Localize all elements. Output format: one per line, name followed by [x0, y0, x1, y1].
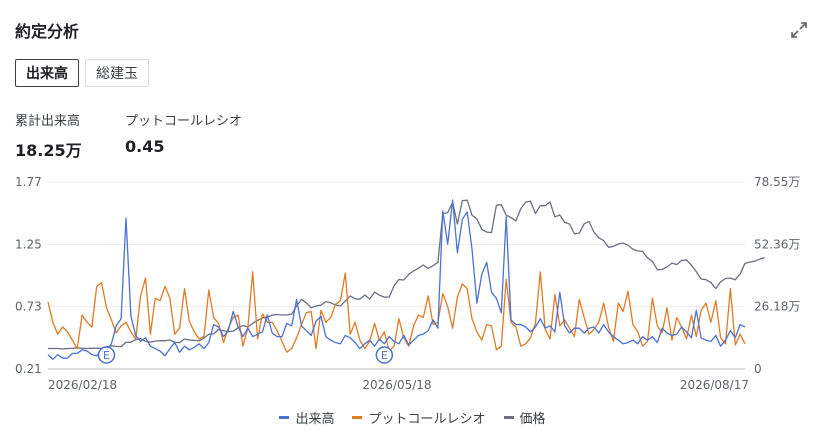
x-tick-label: 2026/08/17	[680, 378, 749, 392]
event-marker	[97, 346, 116, 364]
right-tick-label: 78.55万	[754, 175, 800, 189]
legend-label: 出来高	[295, 412, 335, 427]
legend-item[interactable]: 出来高	[279, 408, 334, 427]
expand-icon[interactable]	[788, 19, 810, 41]
cumulative-volume-label: 累計出来高	[15, 114, 81, 129]
x-tick-label: 2026/02/18	[48, 378, 117, 392]
left-tick-label: 1.77	[15, 175, 42, 189]
legend-label: 価格	[519, 412, 546, 427]
legend-item[interactable]: プットコールレシオ	[352, 408, 486, 427]
put-call-ratio-label: プットコールレシオ	[125, 114, 243, 129]
left-tick-label: 1.25	[15, 237, 42, 251]
legend-swatch	[352, 416, 363, 419]
left-tick-label: 0.73	[15, 300, 42, 314]
tab-volume[interactable]: 出来高	[15, 59, 79, 87]
legend-item[interactable]: 価格	[503, 408, 546, 427]
series-line-1	[47, 271, 746, 353]
tab-open-interest[interactable]: 総建玉	[85, 59, 149, 87]
legend-swatch	[279, 416, 290, 419]
cumulative-volume-value: 18.25万	[15, 141, 82, 160]
right-tick-label: 26.18万	[754, 300, 800, 314]
x-tick-label: 2026/05/18	[362, 378, 431, 392]
chart-legend: 出来高 プットコールレシオ 価格	[0, 408, 825, 427]
series-line-0	[47, 199, 746, 361]
event-marker	[375, 346, 394, 364]
legend-label: プットコールレシオ	[368, 412, 486, 427]
put-call-ratio-value: 0.45	[125, 137, 165, 156]
right-tick-label: 52.36万	[754, 237, 800, 251]
legend-swatch	[503, 416, 514, 419]
panel-title: 約定分析	[15, 22, 80, 41]
event-marker-label: E	[103, 349, 110, 362]
series-line-2	[48, 199, 765, 350]
cumulative-volume-stat: 累計出来高 18.25万	[15, 110, 82, 161]
right-tick-label: 0	[754, 362, 762, 376]
left-tick-label: 0.21	[15, 362, 42, 376]
tab-bar: 出来高 総建玉	[15, 59, 155, 87]
put-call-ratio-stat: プットコールレシオ 0.45	[125, 110, 242, 156]
event-marker-label: E	[381, 349, 388, 362]
volume-chart: 1.77 1.25 0.73 0.21 78.55万 52.36万 26.18万 0 2026/…	[15, 175, 800, 392]
